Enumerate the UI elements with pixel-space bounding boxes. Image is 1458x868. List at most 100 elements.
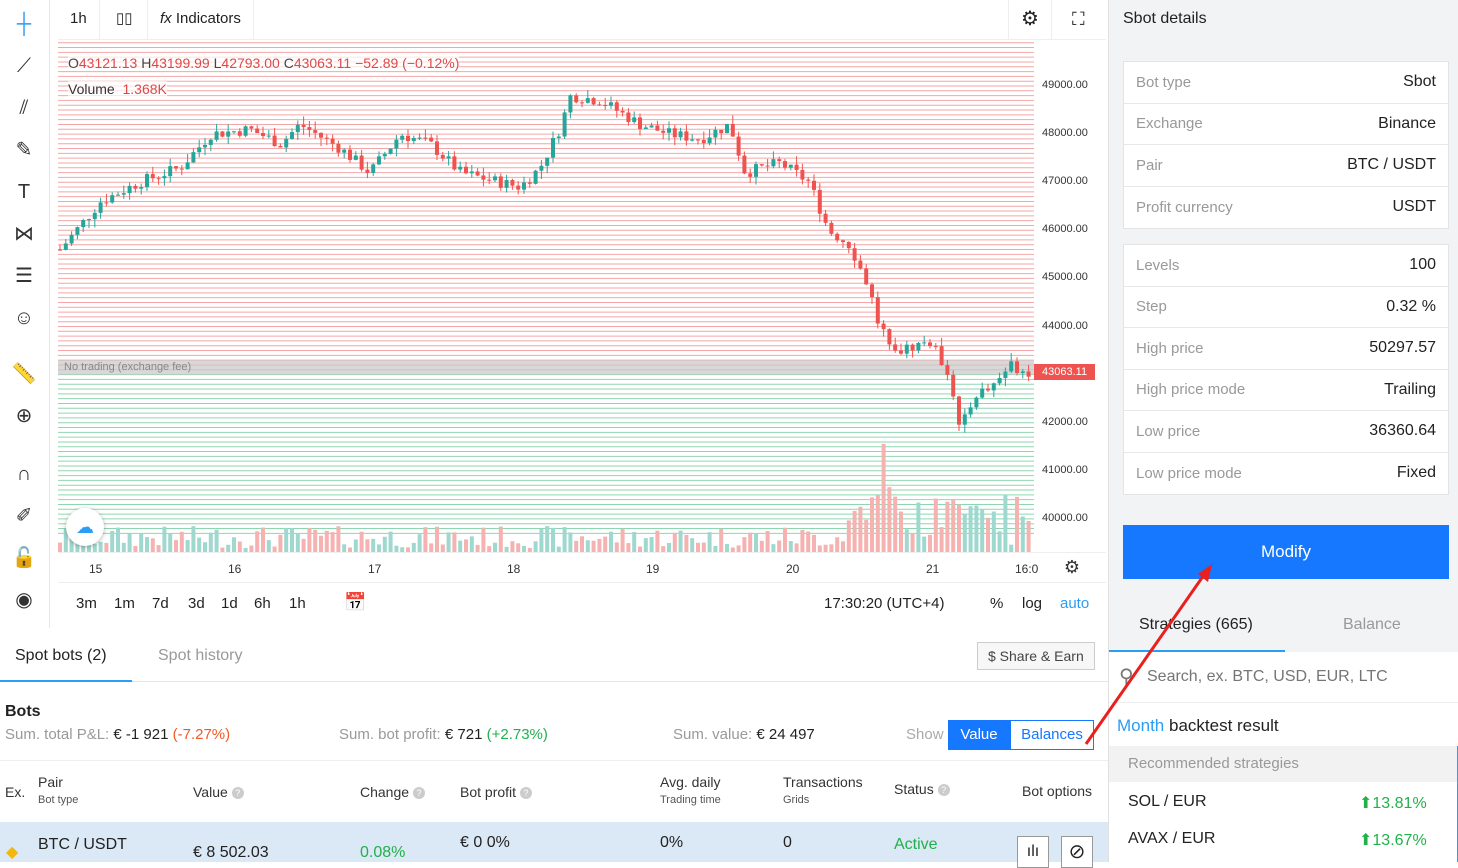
- time-axis[interactable]: ⚙ 15 16 17 18 19 20 21 16:0: [58, 552, 1106, 582]
- price-tick: 45000.00: [1042, 271, 1088, 284]
- measure-lines-icon[interactable]: ☰: [15, 265, 33, 287]
- auto-toggle[interactable]: auto: [1060, 595, 1090, 612]
- volume-bar: [411, 542, 416, 552]
- candle-body: [208, 139, 213, 145]
- clock: 17:30:20 (UTC+4): [824, 595, 945, 612]
- candle-body: [812, 180, 816, 190]
- col-botprofit: Bot profit?: [460, 784, 533, 800]
- strategy-search-input[interactable]: [1147, 662, 1447, 692]
- col-pair: Pair Bot type: [38, 774, 78, 806]
- volume-bar: [556, 546, 561, 552]
- volume-bar: [910, 533, 915, 552]
- crosshair-icon[interactable]: ┼: [16, 13, 32, 35]
- help-icon[interactable]: ?: [520, 787, 533, 800]
- volume-bar: [58, 542, 62, 552]
- col-value: Value?: [193, 784, 244, 800]
- range-3m[interactable]: 3m: [76, 595, 97, 612]
- brush-icon[interactable]: ✎: [15, 139, 33, 161]
- period-selector[interactable]: Month: [1117, 716, 1165, 735]
- col-tx-label: Transactions: [783, 774, 863, 790]
- unlock-icon[interactable]: 🔓: [11, 547, 37, 569]
- volume-bar: [916, 502, 921, 552]
- emoji-icon[interactable]: ☺: [13, 307, 35, 329]
- fullscreen-icon[interactable]: ⛶: [1072, 9, 1085, 29]
- help-icon[interactable]: ?: [937, 784, 950, 797]
- candle-body: [846, 242, 851, 249]
- volume-bar: [139, 533, 144, 552]
- fib-icon[interactable]: ⫽: [19, 97, 29, 119]
- indicators-button[interactable]: fx Indicators: [148, 0, 254, 40]
- trend-line-icon[interactable]: ⟋: [17, 55, 31, 77]
- row-profit: € 0 0%: [460, 834, 510, 851]
- stats-button[interactable]: ılı: [1017, 836, 1049, 868]
- candle-body: [452, 156, 457, 170]
- row-status: Active: [894, 836, 938, 853]
- range-1d[interactable]: 1d: [221, 595, 238, 612]
- col-botprofit-label: Bot profit: [460, 784, 517, 800]
- range-1m[interactable]: 1m: [114, 595, 135, 612]
- settings-icon[interactable]: ⚙: [1008, 0, 1052, 40]
- candle-body: [684, 131, 689, 141]
- strategy-item[interactable]: SOL / EUR ⬆13.81%: [1109, 786, 1457, 823]
- candle-body: [904, 344, 909, 354]
- calendar-icon[interactable]: 📅: [344, 592, 367, 612]
- price-chart[interactable]: No trading (exchange fee): [58, 42, 1034, 552]
- volume-bar: [696, 542, 700, 552]
- candle-body: [771, 159, 776, 167]
- range-1h[interactable]: 1h: [289, 595, 306, 612]
- time-tick: 18: [507, 562, 521, 576]
- candle-body: [272, 135, 277, 147]
- candle-body: [1026, 371, 1031, 377]
- volume-bar: [933, 498, 938, 552]
- strategy-item[interactable]: AVAX / EUR ⬆13.67%: [1109, 823, 1457, 860]
- volume-bar: [887, 487, 892, 552]
- stop-button[interactable]: ⊘: [1061, 836, 1093, 868]
- text-icon[interactable]: T: [17, 181, 31, 203]
- profit-label: Sum. bot profit:: [339, 726, 441, 743]
- value-total: € 24 497: [756, 726, 815, 743]
- lock-draw-icon[interactable]: ✐: [15, 505, 33, 527]
- volume-bar: [759, 540, 764, 552]
- candle-type-icon[interactable]: ▯▯: [104, 0, 148, 40]
- volume-bar: [974, 505, 979, 552]
- candle-body: [951, 374, 956, 397]
- volume-bar: [272, 546, 277, 552]
- detail-row: High price 50297.57: [1124, 328, 1448, 370]
- candle-body: [319, 132, 323, 138]
- axis-settings-icon[interactable]: ⚙: [1063, 557, 1080, 577]
- share-earn-button[interactable]: $ Share & Earn: [977, 642, 1095, 670]
- interval-button[interactable]: 1h: [58, 0, 100, 40]
- range-3d[interactable]: 3d: [188, 595, 205, 612]
- zoom-in-icon[interactable]: ⊕: [15, 405, 33, 427]
- candle-body: [191, 152, 196, 163]
- detail-row: Step 0.32 %: [1124, 287, 1448, 328]
- candle-body: [962, 414, 967, 425]
- volume-bar: [875, 495, 880, 552]
- tab-balance[interactable]: Balance: [1343, 616, 1401, 633]
- volume-bar: [783, 527, 787, 552]
- help-icon[interactable]: ?: [231, 787, 244, 800]
- table-row[interactable]: ◆ BTC / USDT € 8 502.03 0.08% € 0 0% 0% …: [0, 822, 1108, 868]
- show-value-button[interactable]: Value: [948, 720, 1010, 750]
- ruler-icon[interactable]: 📏: [11, 363, 37, 385]
- eye-icon[interactable]: ◉: [15, 589, 33, 611]
- pattern-icon[interactable]: ⋈: [14, 223, 34, 245]
- magnet-icon[interactable]: ∩: [16, 463, 32, 485]
- no-trading-band: [58, 360, 1034, 375]
- modify-button[interactable]: Modify: [1123, 525, 1449, 579]
- candle-body: [116, 194, 120, 196]
- volume-bar: [446, 532, 451, 552]
- volume-bar: [388, 531, 393, 552]
- candle-body: [986, 388, 990, 391]
- range-7d[interactable]: 7d: [152, 595, 169, 612]
- price-axis[interactable]: 49000.00 48000.00 47000.00 46000.00 45000.00…: [1034, 42, 1106, 552]
- candle-body: [916, 343, 921, 351]
- tab-spot-history[interactable]: Spot history: [158, 647, 243, 664]
- range-6h[interactable]: 6h: [254, 595, 271, 612]
- candle-body: [382, 153, 387, 157]
- percent-toggle[interactable]: %: [990, 595, 1004, 612]
- candle-body: [295, 124, 300, 133]
- log-toggle[interactable]: log: [1022, 595, 1043, 612]
- help-icon[interactable]: ?: [413, 787, 426, 800]
- tab-spot-bots[interactable]: Spot bots (2): [0, 630, 132, 682]
